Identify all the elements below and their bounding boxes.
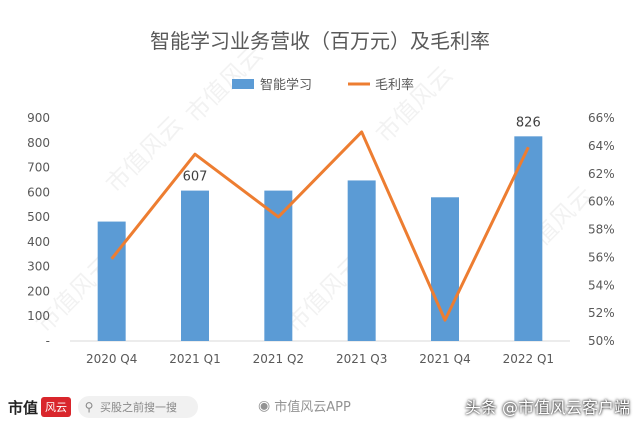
footer-bar: 市值 风云 ⚲ 买股之前搜一搜 ◉ 市值风云APP 头条 @市值风云客户端 [0, 388, 640, 426]
y-right-tick-label: 58% [588, 223, 615, 237]
watermark-text: 市值风云 [181, 41, 269, 129]
y-left-tick-label: 200 [27, 284, 50, 298]
x-tick-label: 2021 Q1 [169, 352, 220, 366]
line-path [110, 130, 530, 322]
y-left-tick-label: 700 [27, 161, 50, 175]
y-left-tick-label: 800 [27, 136, 50, 150]
y-left-tick-label: 600 [27, 185, 50, 199]
data-label: 826 [516, 115, 541, 130]
y-right-tick-label: 50% [588, 334, 615, 348]
brand-name: 市值 [8, 398, 39, 417]
weibo-text: 市值风云APP [274, 400, 351, 415]
x-axis: 2020 Q4 2021 Q1 2021 Q2 2021 Q3 2021 Q4 2022 … [86, 352, 554, 366]
y-right-tick-label: 64% [588, 139, 615, 153]
weibo-icon: ◉ [258, 397, 271, 414]
bar-series [97, 136, 543, 341]
legend-label-line: 毛利率 [375, 77, 414, 93]
data-labels: 607 826 [183, 115, 541, 184]
bar [181, 190, 209, 341]
search-icon: ⚲ [84, 400, 94, 414]
search-box[interactable]: ⚲ 买股之前搜一搜 [78, 396, 198, 418]
legend-label-bar: 智能学习 [260, 77, 312, 93]
y-left-tick-label: 400 [27, 235, 50, 249]
chart-title: 智能学习业务营收（百万元）及毛利率 [150, 29, 490, 53]
bar [97, 221, 126, 341]
data-label: 607 [183, 170, 208, 185]
bar [514, 136, 543, 341]
y-right-tick-label: 66% [588, 111, 615, 125]
y-right-tick-label: 52% [588, 306, 615, 320]
y-right-tick-label: 54% [588, 278, 615, 292]
search-text: 买股之前搜一搜 [100, 401, 177, 414]
y-right-tick-label: 62% [588, 167, 615, 181]
y-axis-left: - 100 200 300 400 500 600 700 800 900 [27, 111, 50, 348]
y-left-tick-label: - [46, 334, 50, 348]
toutiao-handle: 头条 @市值风云客户端 [464, 398, 630, 417]
bar [347, 180, 376, 341]
watermark-text: 市值风云 [371, 61, 459, 149]
y-axis-right: 50% 52% 54% 56% 58% 60% 62% 64% 66% [588, 111, 615, 348]
watermark-text: 市值风云 [101, 111, 189, 199]
x-tick-label: 2021 Q2 [253, 352, 304, 366]
line-series [110, 130, 530, 322]
legend-swatch-bar [232, 79, 254, 89]
legend: 智能学习 毛利率 [232, 77, 414, 93]
brand-seal: 风云 [41, 397, 72, 417]
brand-logo: 市值 风云 [8, 394, 72, 420]
x-tick-label: 2020 Q4 [86, 352, 137, 366]
y-left-tick-label: 500 [27, 210, 50, 224]
y-left-tick-label: 900 [27, 111, 50, 125]
bar [264, 190, 293, 341]
weibo-handle[interactable]: ◉ 市值风云APP [258, 396, 351, 416]
x-tick-label: 2021 Q4 [419, 352, 470, 366]
x-tick-label: 2022 Q1 [503, 352, 554, 366]
y-right-tick-label: 60% [588, 195, 615, 209]
y-right-tick-label: 56% [588, 250, 615, 264]
y-left-tick-label: 300 [27, 260, 50, 274]
y-left-tick-label: 100 [27, 309, 50, 323]
x-tick-label: 2021 Q3 [336, 352, 387, 366]
